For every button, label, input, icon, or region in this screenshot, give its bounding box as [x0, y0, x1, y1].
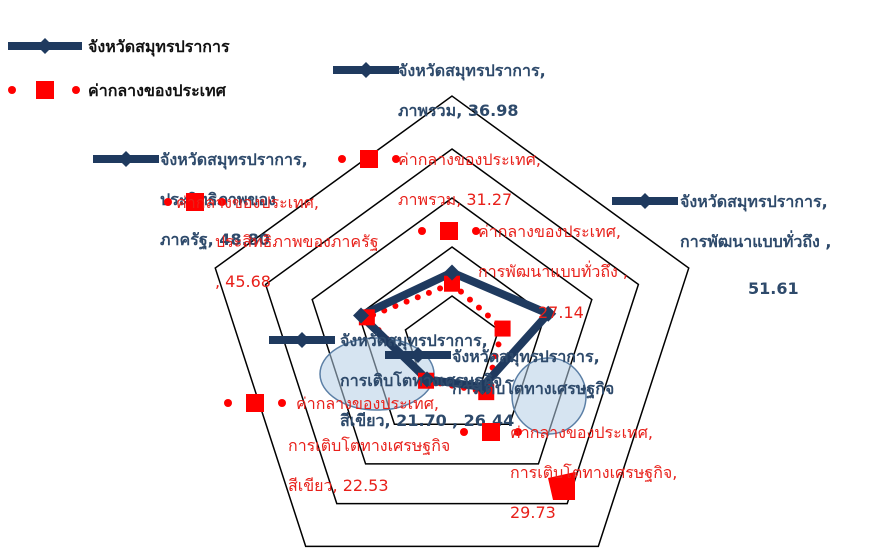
label-national-0-line-1: ภาพรวม, 31.27	[398, 190, 512, 209]
label-national-2-line-2: 29.73	[510, 503, 556, 522]
label-national-4: ค่ากลางของประเทศ,	[176, 193, 319, 212]
legend-marker-national	[36, 81, 54, 99]
legend-label-national: ค่ากลางของประเทศ	[88, 81, 227, 100]
label-province-1-value-line-0: 51.61	[748, 279, 799, 298]
label-national-1-value-line-0: 27.14	[538, 303, 584, 322]
legend-dot-national-a	[8, 86, 16, 94]
label-key-marker-province-1	[637, 193, 653, 209]
legend-dot-national-b	[72, 86, 80, 94]
label-key-dot-national-4-a	[164, 198, 172, 206]
label-key-dot-national-0-a	[338, 155, 346, 163]
label-key-marker-province-0	[358, 62, 374, 78]
legend-marker-province	[37, 38, 53, 54]
national-point-1	[495, 321, 511, 337]
label-national-0: ค่ากลางของประเทศ, ภาพรวม, 31.27	[398, 150, 541, 209]
label-national-3b-line-1: สีเขียว, 22.53	[288, 476, 389, 495]
label-national-4b-line-1: , 45.68	[215, 272, 271, 291]
label-province-0-line-1: ภาพรวม, 36.98	[398, 101, 518, 120]
label-national-2: ค่ากลางของประเทศ, การเติบโตทางเศรษฐกิจ, 29…	[510, 423, 677, 522]
label-national-4-line-0: ค่ากลางของประเทศ,	[176, 193, 319, 212]
label-national-3-line-0: ค่ากลางของประเทศ,	[296, 394, 439, 413]
label-national-1: ค่ากลางของประเทศ, การพัฒนาแบบทั่วถึง ,	[478, 222, 628, 281]
label-province-2-line-0: จังหวัดสมุทรปราการ,	[452, 347, 600, 367]
label-key-dot-national-2-a	[460, 428, 468, 436]
label-province-3-line-2: สีเขียว, 21.70	[340, 411, 447, 430]
legend-label-province: จังหวัดสมุทรปราการ	[88, 37, 230, 57]
label-province-1-line-0: จังหวัดสมุทรปราการ,	[680, 192, 828, 212]
label-province-1: จังหวัดสมุทรปราการ, การพัฒนาแบบทั่วถึง ,	[680, 192, 832, 251]
label-key-marker-national-0	[360, 150, 378, 168]
label-key-dot-national-1-a	[418, 227, 426, 235]
label-national-2-line-1: การเติบโตทางเศรษฐกิจ,	[510, 463, 677, 482]
label-national-1-value: 27.14	[538, 303, 584, 322]
label-national-1-line-1: การพัฒนาแบบทั่วถึง ,	[478, 260, 628, 281]
label-key-marker-national-2	[482, 423, 500, 441]
label-province-0: จังหวัดสมุทรปราการ, ภาพรวม, 36.98	[398, 61, 546, 120]
label-key-marker-national-3	[246, 394, 264, 412]
label-key-marker-province-4	[118, 151, 134, 167]
label-national-2-line-0: ค่ากลางของประเทศ,	[510, 423, 653, 442]
label-province-0-line-0: จังหวัดสมุทรปราการ,	[398, 61, 546, 81]
label-province-4-line-0: จังหวัดสมุทรปราการ,	[160, 150, 308, 170]
label-key-marker-national-1	[440, 222, 458, 240]
label-province-1-line-1: การพัฒนาแบบทั่วถึง ,	[680, 230, 832, 251]
label-national-3: ค่ากลางของประเทศ,	[296, 394, 439, 413]
label-national-0-line-0: ค่ากลางของประเทศ,	[398, 150, 541, 169]
label-national-3b: การเติบโตทางเศรษฐกิจสีเขียว, 22.53	[288, 436, 450, 495]
label-national-1-line-0: ค่ากลางของประเทศ,	[478, 222, 621, 241]
label-key-marker-province-3	[294, 332, 310, 348]
label-key-dot-national-3-a	[224, 399, 232, 407]
label-national-4b-line-0: ประสิทธิภาพของภาครัฐ	[215, 232, 379, 251]
label-province-3-line-1: การเติบโตทางเศรษฐกิจ	[340, 370, 502, 391]
label-national-3b-line-0: การเติบโตทางเศรษฐกิจ	[288, 436, 450, 455]
label-province-3-line-0: จังหวัดสมุทรปราการ,	[340, 331, 488, 351]
label-key-dot-national-3-b	[278, 399, 286, 407]
label-province-1-value: 51.61	[748, 279, 799, 298]
